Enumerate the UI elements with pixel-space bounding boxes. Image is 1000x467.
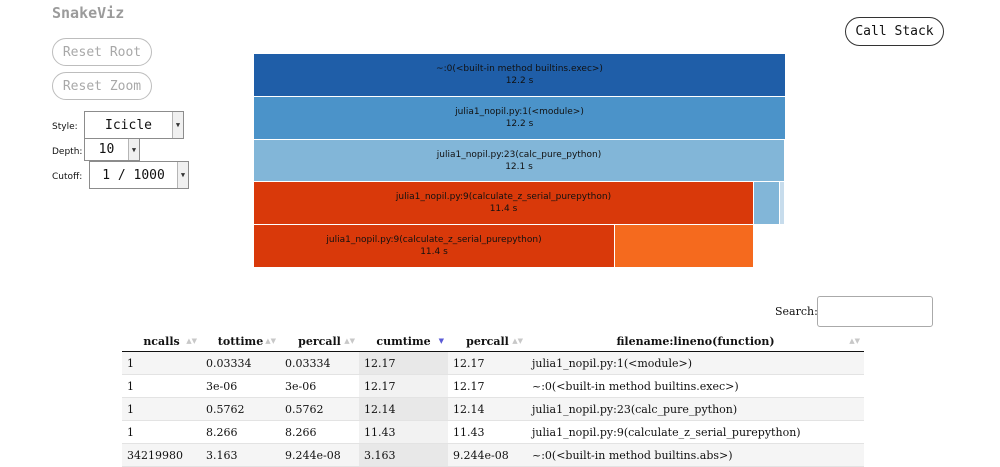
icicle-block-builtins-abs[interactable] bbox=[615, 225, 754, 268]
icicle-block-minor-1[interactable] bbox=[754, 182, 780, 225]
icicle-block-calc-pure-python[interactable]: julia1_nopil.py:23(calc_pure_python) 12.… bbox=[254, 140, 785, 182]
column-header-label: tottime bbox=[217, 334, 264, 348]
column-header-tottime[interactable]: tottime ▲▼ bbox=[201, 331, 280, 352]
cell-cumtime: 12.17 bbox=[359, 374, 448, 398]
stats-table: ncalls ▲▼ tottime ▲▼ percall ▲▼ cumtime ▼ pe… bbox=[122, 331, 864, 467]
column-header-cumtime[interactable]: cumtime ▼ bbox=[359, 331, 448, 352]
cell-cumtime: 12.17 bbox=[359, 351, 448, 375]
sort-icon: ▲▼ bbox=[849, 336, 860, 345]
cell-percall: 9.244e-08 bbox=[280, 443, 359, 467]
reset-zoom-button[interactable]: Reset Zoom bbox=[52, 72, 152, 100]
cell-tottime: 0.03334 bbox=[201, 351, 280, 375]
icicle-block-calculate-z-2[interactable]: julia1_nopil.py:9(calculate_z_serial_pur… bbox=[254, 225, 615, 268]
sort-icon: ▲▼ bbox=[512, 336, 523, 345]
reset-root-button[interactable]: Reset Root bbox=[52, 38, 152, 66]
cell-ncalls: 1 bbox=[122, 397, 201, 421]
cell-percall-cum: 12.17 bbox=[448, 374, 527, 398]
block-time: 12.2 s bbox=[505, 119, 534, 129]
table-row[interactable]: 1 3e-06 3e-06 12.17 12.17 ~:0(<built-in … bbox=[122, 374, 864, 398]
search-input[interactable] bbox=[817, 296, 933, 327]
cell-percall-cum: 12.14 bbox=[448, 397, 527, 421]
call-stack-button[interactable]: Call Stack bbox=[845, 17, 944, 46]
dropdown-arrow-icon: ▼ bbox=[177, 162, 188, 188]
column-header-percall-cum[interactable]: percall ▲▼ bbox=[448, 331, 527, 352]
cell-tottime: 3e-06 bbox=[201, 374, 280, 398]
cell-ncalls: 1 bbox=[122, 420, 201, 444]
block-time: 12.2 s bbox=[505, 76, 534, 86]
style-label: Style: bbox=[52, 122, 78, 132]
cell-percall: 8.266 bbox=[280, 420, 359, 444]
cell-ncalls: 1 bbox=[122, 374, 201, 398]
cell-percall-cum: 11.43 bbox=[448, 420, 527, 444]
block-time: 11.4 s bbox=[420, 247, 448, 257]
depth-label: Depth: bbox=[52, 147, 83, 157]
column-header-function[interactable]: filename:lineno(function) ▲▼ bbox=[527, 331, 864, 352]
column-header-label: ncalls bbox=[143, 334, 180, 348]
icicle-block-calculate-z-1[interactable]: julia1_nopil.py:9(calculate_z_serial_pur… bbox=[254, 182, 754, 225]
cell-tottime: 3.163 bbox=[201, 443, 280, 467]
cell-percall: 0.5762 bbox=[280, 397, 359, 421]
column-header-label: percall bbox=[298, 334, 341, 348]
block-time: 12.1 s bbox=[505, 161, 533, 172]
table-header-row: ncalls ▲▼ tottime ▲▼ percall ▲▼ cumtime ▼ pe… bbox=[122, 331, 864, 352]
style-select-value: Icicle bbox=[105, 117, 152, 133]
column-header-label: percall bbox=[466, 334, 509, 348]
cell-function: ~:0(<built-in method builtins.exec>) bbox=[527, 374, 864, 398]
block-time: 11.4 s bbox=[489, 204, 518, 214]
search-label: Search: bbox=[775, 305, 818, 318]
cell-function: julia1_nopil.py:9(calculate_z_serial_pur… bbox=[527, 420, 864, 444]
cell-tottime: 0.5762 bbox=[201, 397, 280, 421]
sort-icon: ▲▼ bbox=[344, 336, 355, 345]
icicle-block-minor-2[interactable] bbox=[780, 182, 785, 225]
column-header-ncalls[interactable]: ncalls ▲▼ bbox=[122, 331, 201, 352]
cell-cumtime: 12.14 bbox=[359, 397, 448, 421]
dropdown-arrow-icon: ▼ bbox=[172, 112, 183, 138]
cell-ncalls: 1 bbox=[122, 351, 201, 375]
cell-percall: 0.03334 bbox=[280, 351, 359, 375]
sort-icon: ▲▼ bbox=[186, 336, 197, 345]
icicle-block-exec[interactable]: ~:0(<built-in method builtins.exec>) 12.… bbox=[254, 54, 786, 97]
cell-function: julia1_nopil.py:1(<module>) bbox=[527, 351, 864, 375]
table-row[interactable]: 34219980 3.163 9.244e-08 3.163 9.244e-08… bbox=[122, 443, 864, 467]
sort-desc-icon: ▼ bbox=[438, 336, 444, 345]
column-header-label: filename:lineno(function) bbox=[616, 334, 775, 348]
depth-select[interactable]: 10 ▼ bbox=[84, 138, 140, 161]
table-row[interactable]: 1 8.266 8.266 11.43 11.43 julia1_nopil.p… bbox=[122, 420, 864, 444]
column-header-label: cumtime bbox=[376, 334, 431, 348]
cell-percall-cum: 9.244e-08 bbox=[448, 443, 527, 467]
cell-percall: 3e-06 bbox=[280, 374, 359, 398]
cell-tottime: 8.266 bbox=[201, 420, 280, 444]
cell-percall-cum: 12.17 bbox=[448, 351, 527, 375]
cell-function: julia1_nopil.py:23(calc_pure_python) bbox=[527, 397, 864, 421]
block-name: julia1_nopil.py:9(calculate_z_serial_pur… bbox=[395, 192, 612, 202]
table-row[interactable]: 1 0.03334 0.03334 12.17 12.17 julia1_nop… bbox=[122, 351, 864, 375]
block-name: julia1_nopil.py:23(calc_pure_python) bbox=[436, 149, 602, 160]
cutoff-select[interactable]: 1 / 1000 ▼ bbox=[89, 161, 189, 189]
app-title: SnakeViz bbox=[52, 4, 125, 22]
cutoff-select-value: 1 / 1000 bbox=[102, 167, 165, 183]
style-select[interactable]: Icicle ▼ bbox=[84, 111, 184, 139]
icicle-block-module[interactable]: julia1_nopil.py:1(<module>) 12.2 s bbox=[254, 97, 786, 140]
depth-select-value: 10 bbox=[98, 142, 115, 157]
cell-ncalls: 34219980 bbox=[122, 443, 201, 467]
cell-function: ~:0(<built-in method builtins.abs>) bbox=[527, 443, 864, 467]
table-row[interactable]: 1 0.5762 0.5762 12.14 12.14 julia1_nopil… bbox=[122, 397, 864, 421]
cutoff-label: Cutoff: bbox=[52, 172, 83, 182]
block-name: ~:0(<built-in method builtins.exec>) bbox=[436, 64, 603, 74]
column-header-percall[interactable]: percall ▲▼ bbox=[280, 331, 359, 352]
sort-icon: ▲▼ bbox=[265, 336, 276, 345]
block-name: julia1_nopil.py:9(calculate_z_serial_pur… bbox=[326, 235, 542, 245]
dropdown-arrow-icon: ▼ bbox=[128, 139, 139, 160]
block-name: julia1_nopil.py:1(<module>) bbox=[455, 107, 584, 117]
cell-cumtime: 3.163 bbox=[359, 443, 448, 467]
cell-cumtime: 11.43 bbox=[359, 420, 448, 444]
